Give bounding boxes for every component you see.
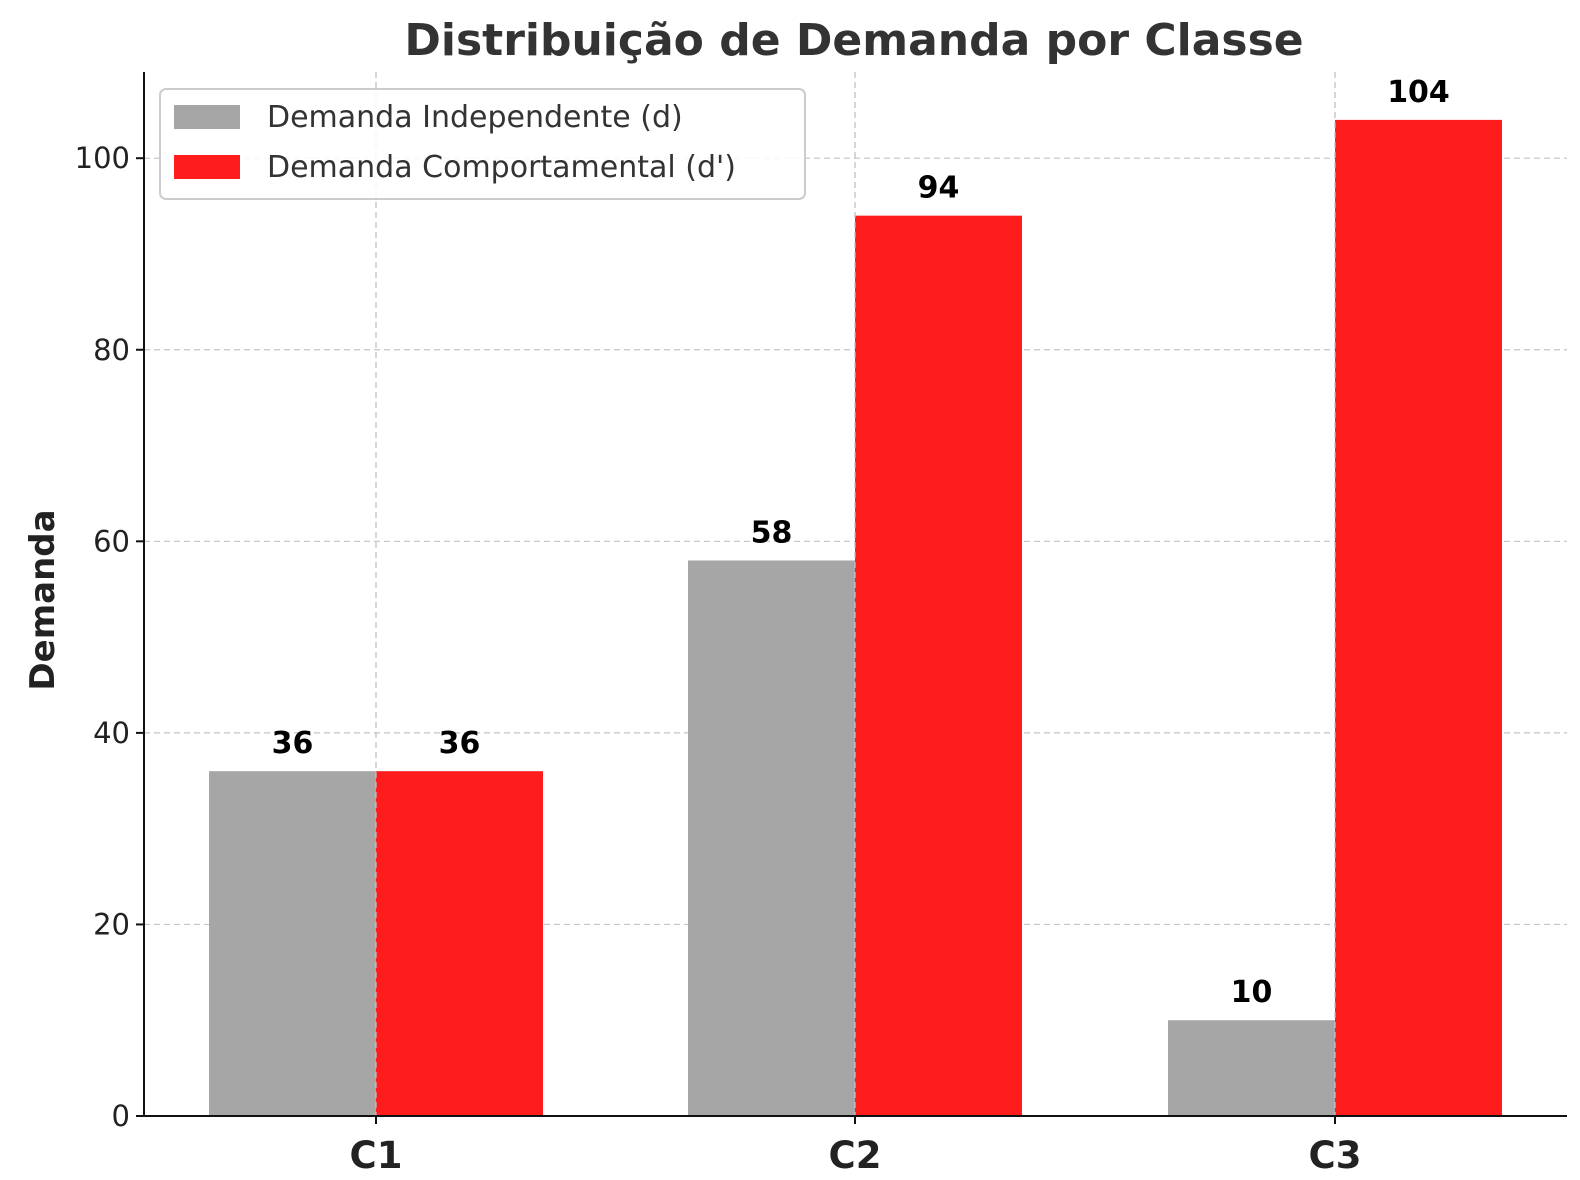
bar-c3-series-1 (1168, 1020, 1335, 1116)
data-label: 104 (1387, 75, 1450, 110)
legend: Demanda Independente (d) Demanda Comporta… (159, 88, 806, 200)
axes: 0 20 40 60 80 100 C1 C2 C3 (75, 72, 1567, 1177)
y-tick-label: 100 (75, 141, 130, 175)
data-label: 94 (918, 171, 960, 206)
bar-c1-series-1 (209, 771, 376, 1116)
legend-label: Demanda Comportamental (d') (267, 150, 736, 185)
data-label: 36 (439, 726, 481, 761)
chart-title: Distribuição de Demanda por Classe (404, 15, 1303, 66)
x-tick-label: C1 (350, 1134, 403, 1177)
bar-c1-series-2 (376, 771, 543, 1116)
legend-label: Demanda Independente (d) (267, 100, 683, 135)
data-label: 10 (1231, 975, 1273, 1010)
bar-c2-series-2 (855, 215, 1022, 1116)
legend-box (159, 88, 806, 200)
bar-c2-series-1 (688, 560, 855, 1116)
bars (209, 72, 1502, 1117)
data-label: 58 (751, 515, 793, 550)
x-tick-label: C2 (829, 1134, 882, 1177)
y-tick-label: 60 (93, 524, 130, 558)
legend-swatch (174, 155, 240, 179)
y-tick-label: 80 (93, 333, 130, 367)
data-label: 36 (272, 726, 314, 761)
data-labels: 36 58 10 36 94 104 (272, 75, 1450, 1010)
y-tick-label: 40 (93, 716, 130, 750)
y-axis-label: Demanda (23, 509, 63, 690)
y-tick-label: 20 (93, 907, 130, 941)
legend-swatch (174, 105, 240, 129)
bar-c3-series-2 (1335, 119, 1502, 1117)
x-tick-label: C3 (1309, 1134, 1362, 1177)
y-tick-label: 0 (112, 1099, 130, 1133)
